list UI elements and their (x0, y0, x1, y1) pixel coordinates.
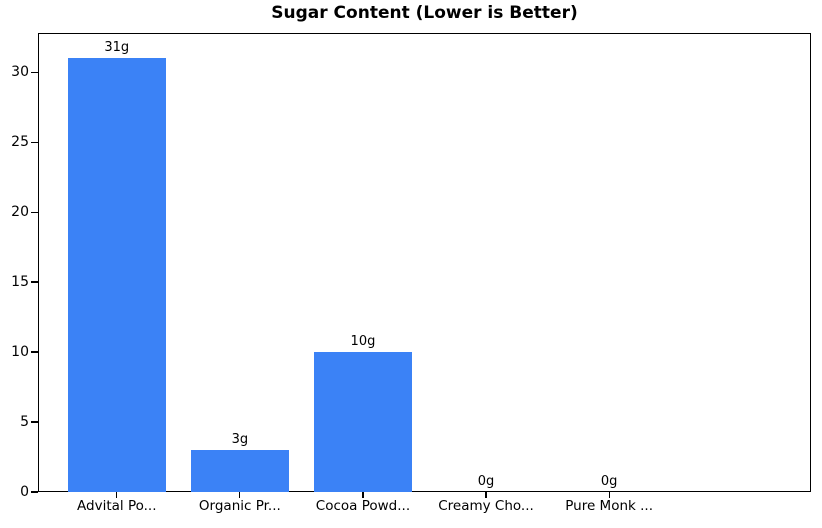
bar-value-label: 0g (600, 474, 618, 489)
bar-value-label: 31g (104, 40, 130, 56)
y-tick-label: 20 (11, 204, 29, 221)
y-tick-mark (31, 281, 38, 283)
x-tick-label: Cocoa Powd... (315, 498, 411, 514)
bar (67, 58, 166, 492)
y-tick-mark (31, 351, 38, 353)
x-tick-mark (485, 492, 487, 498)
bar-value-label: 10g (350, 334, 376, 350)
x-tick-mark (116, 492, 118, 498)
x-tick-label: Creamy Cho... (438, 498, 534, 514)
y-tick-mark (31, 71, 38, 73)
y-tick-label: 30 (11, 64, 29, 81)
x-tick-label: Advital Po... (77, 498, 157, 514)
y-tick-mark (31, 421, 38, 423)
y-tick-mark (31, 491, 38, 493)
y-tick-label: 10 (11, 344, 29, 361)
y-tick-label: 0 (20, 484, 29, 500)
chart-title: Sugar Content (Lower is Better) (271, 3, 578, 23)
y-tick-label: 25 (11, 134, 29, 151)
x-tick-label: Pure Monk ... (565, 498, 654, 514)
y-tick-mark (31, 211, 38, 213)
x-tick-mark (608, 492, 610, 498)
bar-value-label: 3g (231, 432, 249, 448)
bar (190, 450, 290, 492)
x-tick-mark (239, 492, 241, 498)
bar-value-label: 0g (477, 474, 495, 489)
plot-area: 0 5 10 15 20 25 30 31g Advital Po... 3g Organic Pr… (11, 33, 811, 513)
y-tick-label: 15 (11, 274, 29, 291)
bar (313, 352, 413, 492)
x-tick-label: Organic Pr... (198, 498, 281, 514)
y-tick-mark (31, 141, 38, 143)
x-tick-mark (362, 492, 364, 498)
y-tick-label: 5 (20, 414, 29, 431)
